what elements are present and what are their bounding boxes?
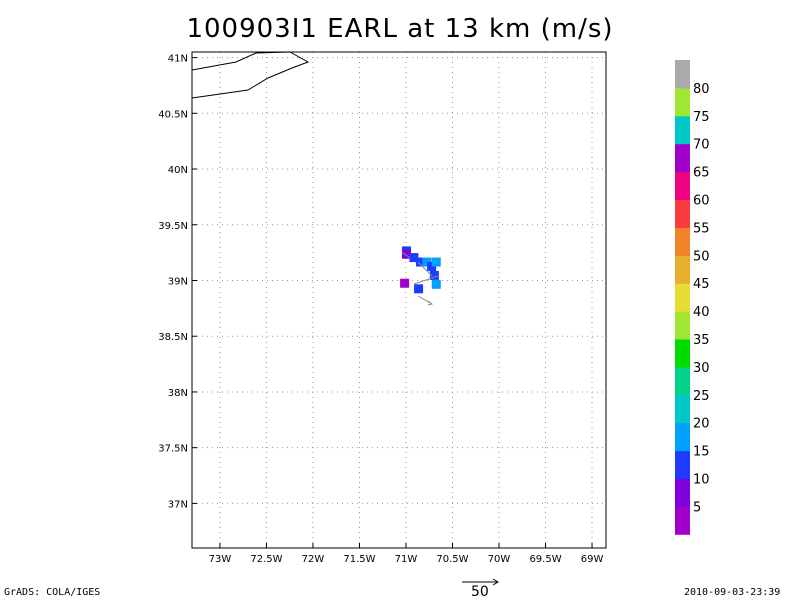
longitude-labels: 73W 72.5W 72W 71.5W 71W 70.5W 70W 69.5W 69W	[209, 554, 604, 565]
wind-vector	[413, 275, 439, 285]
lat-tick-label: 40.5N	[158, 109, 188, 120]
colorbar-label: 55	[693, 221, 710, 236]
colorbar-segment	[675, 283, 690, 312]
wind-cell	[431, 279, 441, 289]
timestamp: 2010-09-03-23:39	[684, 587, 781, 598]
wind-cell	[427, 262, 437, 272]
lat-tick-label: 37.5N	[158, 444, 188, 455]
colorbar-segment	[675, 115, 690, 145]
colorbar-segment	[675, 87, 690, 117]
colorbar-label: 25	[693, 389, 710, 404]
lon-tick-label: 72.5W	[250, 554, 282, 565]
lon-tick-label: 71W	[395, 554, 418, 565]
colorbar-segment	[675, 394, 690, 424]
colorbar-label: 80	[693, 82, 710, 97]
plot-title: 100903I1 EARL at 13 km (m/s)	[186, 14, 614, 44]
colorbar-label: 75	[693, 110, 710, 125]
colorbar-label: 40	[693, 305, 710, 320]
wind-cell	[409, 253, 419, 263]
reference-vector-arrow	[462, 578, 499, 586]
wind-cell	[415, 257, 425, 267]
colorbar-segment	[675, 422, 690, 452]
colorbar-segment	[675, 60, 690, 89]
colorbar-segment	[675, 311, 690, 340]
colorbar-label: 15	[693, 445, 710, 460]
lat-tick-label: 38.5N	[158, 332, 188, 343]
colorbar-label: 50	[693, 249, 710, 264]
colorbar-segment	[675, 227, 690, 256]
lat-tick-label: 38N	[168, 388, 188, 399]
colorbar-segment	[675, 143, 690, 173]
colorbar-label: 5	[693, 500, 701, 515]
wind-cell	[422, 257, 432, 267]
colorbar: 5 10 15 20 25 30 35 40 45 50 55 60 65 70 75 80	[675, 60, 710, 535]
colorbar-segment	[675, 366, 690, 396]
colorbar-label: 10	[693, 473, 710, 488]
colorbar-label: 35	[693, 333, 710, 348]
lat-tick-label: 37N	[168, 499, 188, 510]
colorbar-segment	[675, 255, 690, 284]
wind-cell	[429, 270, 439, 280]
colorbar-segment	[675, 506, 690, 535]
coastline-segment	[191, 52, 257, 71]
reference-vector-label: 50	[471, 584, 489, 600]
colorbar-segment	[675, 450, 690, 479]
graticule	[192, 52, 606, 548]
latitude-labels: 41N 40.5N 40N 39.5N 39N 38.5N 38N 37.5N 37N	[158, 54, 188, 511]
colorbar-label: 30	[693, 361, 710, 376]
lat-tick-label: 39N	[168, 276, 188, 287]
grads-credit: GrADS: COLA/IGES	[4, 587, 101, 598]
colorbar-label: 70	[693, 138, 710, 153]
lat-tick-label: 41N	[168, 54, 188, 65]
lon-tick-label: 69.5W	[529, 554, 561, 565]
lat-tick-label: 39.5N	[158, 221, 188, 232]
lon-tick-label: 70W	[488, 554, 511, 565]
lon-tick-label: 72W	[302, 554, 325, 565]
lon-tick-label: 69W	[581, 554, 604, 565]
colorbar-label: 65	[693, 166, 710, 181]
lat-tick-label: 40N	[168, 165, 188, 176]
wind-cell	[414, 284, 424, 294]
colorbar-segment	[675, 478, 690, 507]
map-frame	[191, 51, 607, 549]
colorbar-segment	[675, 171, 690, 200]
wind-speed-cells	[400, 246, 441, 294]
colorbar-segment	[675, 339, 690, 368]
colorbar-label: 60	[693, 194, 710, 209]
wind-vectors	[401, 251, 439, 306]
wind-cell	[401, 249, 411, 259]
wind-vector-head	[427, 300, 434, 306]
coastline-segment	[191, 51, 310, 99]
wind-cell	[431, 257, 441, 267]
wind-vector	[417, 261, 433, 277]
wind-vector	[401, 251, 411, 259]
lon-tick-label: 71.5W	[343, 554, 375, 565]
colorbar-label: 20	[693, 417, 710, 432]
lon-tick-label: 70.5W	[436, 554, 468, 565]
colorbar-segment	[675, 199, 690, 228]
colorbar-label: 45	[693, 277, 710, 292]
wind-cell	[400, 278, 410, 288]
lon-tick-label: 73W	[209, 554, 232, 565]
coastline	[191, 51, 310, 99]
